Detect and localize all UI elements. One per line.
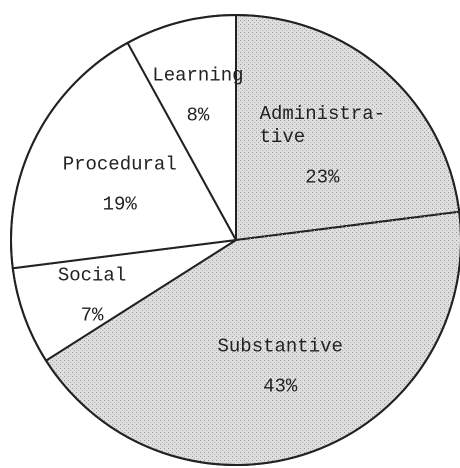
- slice-value-label: 19%: [102, 193, 137, 216]
- slice-value-label: 7%: [80, 304, 104, 327]
- slice-texture: [236, 15, 460, 240]
- slice-texture: [46, 211, 460, 465]
- slice-label: Social: [57, 264, 127, 287]
- slice-value-label: 43%: [263, 375, 298, 398]
- slice-label: Administra- tive: [259, 103, 386, 149]
- slice-label: Substantive: [217, 335, 343, 358]
- slice-label: Learning: [152, 64, 244, 87]
- pie-outline: [10, 14, 460, 466]
- slice-value-label: 8%: [186, 104, 210, 127]
- slice-value-label: 23%: [305, 166, 340, 189]
- slice-label: Procedural: [62, 153, 177, 176]
